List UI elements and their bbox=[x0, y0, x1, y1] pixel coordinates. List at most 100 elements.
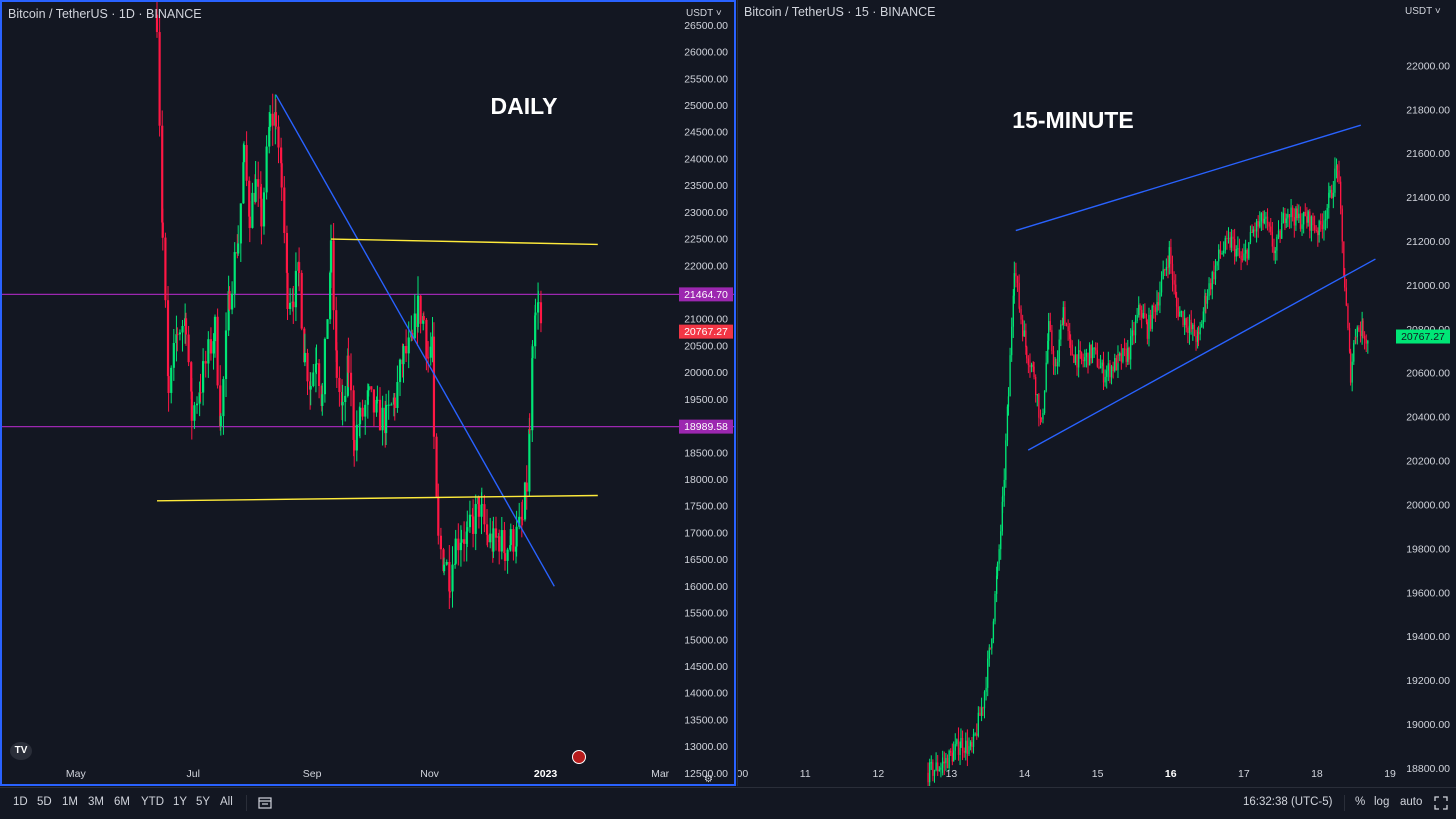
candle-body bbox=[531, 346, 534, 359]
candle-body bbox=[228, 291, 231, 310]
price-unit-menu-right[interactable]: USDT ˅ bbox=[1405, 6, 1441, 17]
candle-body bbox=[1065, 323, 1068, 327]
log-scale-toggle[interactable]: log bbox=[1374, 796, 1390, 808]
candle-body bbox=[982, 707, 984, 709]
candle-body bbox=[257, 179, 260, 187]
candle-body bbox=[1177, 306, 1179, 317]
fifteen-minute-symbol-title[interactable]: Bitcoin / TetherUS · 15 · BINANCE bbox=[744, 5, 936, 19]
candle-body bbox=[942, 761, 944, 765]
candle-body bbox=[956, 739, 958, 745]
candle-body bbox=[375, 399, 378, 413]
candle-body bbox=[930, 762, 932, 764]
candle-body bbox=[946, 757, 949, 769]
trendline-drawing[interactable] bbox=[1027, 258, 1376, 451]
candle-body bbox=[1359, 330, 1362, 337]
auto-scale-toggle[interactable]: auto bbox=[1400, 796, 1423, 808]
candle-body bbox=[1102, 362, 1105, 383]
candle-body bbox=[474, 504, 477, 534]
candle-body bbox=[1293, 217, 1295, 226]
candle-body bbox=[1013, 273, 1015, 296]
candle-body bbox=[233, 252, 236, 294]
candle-body bbox=[1363, 335, 1366, 340]
candle-body bbox=[1164, 269, 1166, 271]
percent-scale-toggle[interactable]: % bbox=[1355, 796, 1366, 808]
candle-body bbox=[1071, 344, 1073, 356]
candle-body bbox=[341, 402, 344, 406]
candle-body bbox=[396, 382, 399, 408]
fifteen-minute-chart-label: 15-MINUTE bbox=[1012, 107, 1133, 133]
candle-body bbox=[1085, 352, 1088, 358]
candle-body bbox=[332, 240, 335, 311]
y-axis-tick-label: 17000.00 bbox=[684, 527, 728, 539]
candle-body bbox=[1273, 246, 1275, 254]
candle-body bbox=[1321, 224, 1324, 230]
y-axis-tick-label: 20000.00 bbox=[684, 367, 728, 379]
candle-body bbox=[1221, 253, 1223, 255]
candle-body bbox=[1157, 302, 1159, 306]
timeframe-1d-button[interactable]: 1D bbox=[13, 796, 28, 808]
chart-pane-daily[interactable]: DAILY 12500.00 13000.00 13500.00 14000.00 14… bbox=[0, 0, 736, 786]
trendline-drawing[interactable] bbox=[275, 94, 555, 587]
candle-body bbox=[283, 187, 286, 233]
chart-settings-icon[interactable]: ⚙ bbox=[704, 774, 713, 784]
candle-body bbox=[460, 539, 463, 543]
candle-body bbox=[190, 362, 193, 392]
timeframe-1y-button[interactable]: 1Y bbox=[173, 796, 188, 808]
y-axis-tick-label: 21000.00 bbox=[684, 314, 728, 326]
timeframe-6m-button[interactable]: 6M bbox=[114, 796, 130, 808]
timeframe-5d-button[interactable]: 5D bbox=[37, 796, 52, 808]
candle-body bbox=[1336, 165, 1339, 171]
candle-body bbox=[1098, 366, 1100, 369]
candle-body bbox=[198, 392, 201, 404]
chart-pane-15min[interactable]: 15-MINUTE 18800.00 19000.00 19200.00 19400.… bbox=[737, 0, 1456, 786]
candle-body bbox=[239, 203, 242, 244]
candle-body bbox=[427, 357, 430, 359]
candle-body bbox=[437, 496, 440, 536]
trendline-drawing[interactable] bbox=[330, 238, 598, 246]
y-axis-tick-label: 22500.00 bbox=[684, 234, 728, 246]
daily-symbol-title[interactable]: Bitcoin / TetherUS · 1D · BINANCE bbox=[8, 7, 202, 21]
calendar-range-icon[interactable] bbox=[258, 796, 272, 810]
candle-body bbox=[161, 125, 164, 223]
candle-body bbox=[976, 733, 978, 736]
us-flag-icon[interactable] bbox=[572, 750, 586, 764]
y-axis-tick-label: 20600.00 bbox=[1406, 368, 1450, 380]
trendline-drawing[interactable] bbox=[156, 494, 598, 502]
candle-body bbox=[1299, 213, 1302, 229]
fifteen-minute-chart-canvas[interactable]: 15-MINUTE 18800.00 19000.00 19200.00 19400.… bbox=[738, 0, 1456, 786]
candle-body bbox=[242, 162, 245, 204]
timeframe-ytd-button[interactable]: YTD bbox=[141, 796, 164, 808]
candle-body bbox=[1015, 273, 1017, 277]
candle-body bbox=[1039, 417, 1042, 419]
candle-body bbox=[1243, 253, 1245, 260]
timeframe-all-button[interactable]: All bbox=[220, 796, 233, 808]
candle-body bbox=[202, 361, 205, 393]
fullscreen-icon[interactable] bbox=[1434, 796, 1448, 810]
timeframe-3m-button[interactable]: 3M bbox=[88, 796, 104, 808]
candle-body bbox=[466, 527, 469, 532]
candle-body bbox=[539, 302, 543, 324]
candle-body bbox=[1202, 311, 1205, 324]
candle-body bbox=[1025, 330, 1027, 348]
candle-body bbox=[294, 270, 298, 308]
price-unit-menu[interactable]: USDT ˅ bbox=[686, 8, 722, 19]
candle-body bbox=[370, 386, 373, 390]
candle-body bbox=[1345, 287, 1347, 306]
candle-body bbox=[1257, 221, 1259, 227]
candle-body bbox=[1047, 340, 1049, 363]
timeframe-5y-button[interactable]: 5Y bbox=[196, 796, 211, 808]
candle-body bbox=[1052, 350, 1055, 366]
candle-body bbox=[248, 216, 251, 228]
daily-chart-canvas[interactable]: DAILY 12500.00 13000.00 13500.00 14000.00 14… bbox=[2, 2, 734, 784]
candle-body bbox=[1018, 307, 1021, 310]
clock-timezone[interactable]: 16:32:38 (UTC-5) bbox=[1243, 796, 1333, 808]
candle-body bbox=[1226, 238, 1228, 240]
timeframe-1m-button[interactable]: 1M bbox=[62, 796, 78, 808]
candle-body bbox=[1218, 249, 1220, 262]
candle-body bbox=[1080, 352, 1083, 360]
candle-body bbox=[1328, 192, 1330, 208]
tradingview-logo-icon[interactable]: TV bbox=[10, 742, 32, 760]
candle-body bbox=[1205, 295, 1207, 304]
trendline-drawing[interactable] bbox=[1015, 124, 1362, 232]
candle-body bbox=[1003, 479, 1005, 496]
